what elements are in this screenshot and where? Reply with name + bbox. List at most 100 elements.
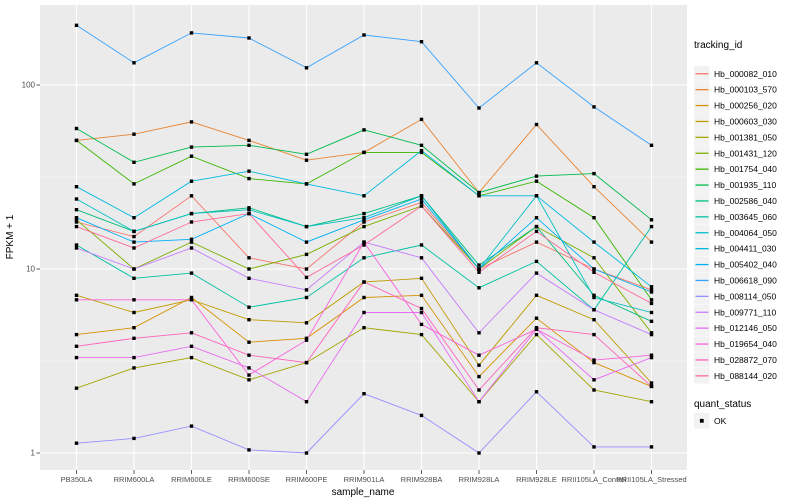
data-point [304,400,309,404]
legend-item-Hb_001935_110: Hb_001935_110 [694,177,777,193]
data-point [189,246,194,250]
data-point [247,169,251,173]
data-point [304,152,309,156]
data-point [592,445,596,449]
data-point [477,388,481,392]
data-point [649,445,654,449]
data-point [592,360,596,365]
data-point [419,293,424,297]
data-point [419,148,424,153]
data-point [649,353,654,357]
data-point [304,252,309,257]
data-point [592,378,596,382]
data-point [132,246,136,250]
data-point [247,353,251,357]
data-point [247,256,251,260]
legend-item-Hb_000082_010: Hb_000082_010 [694,66,777,82]
data-point [189,240,194,244]
data-point [189,331,194,335]
data-point [74,243,79,247]
y-tick-label: 1 [31,449,36,458]
legend-item-label: Hb_001381_050 [714,132,777,142]
data-point [419,150,424,155]
data-point [304,240,309,244]
legend-item-label: Hb_008114_050 [714,291,777,301]
data-point [132,61,136,65]
data-point [189,237,194,241]
y-tick-label: 100 [22,81,36,90]
legend-item-label: Hb_001935_110 [714,180,777,190]
axis-ticks: 1 10 100 PB350LA RRIM600LA RRIM600LE RRIM600SE… [22,81,687,484]
legend-item-Hb_001381_050: Hb_001381_050 [694,129,777,146]
data-point [534,174,539,178]
data-point [649,218,654,222]
data-point [534,332,539,337]
data-point [592,240,596,244]
legend-item-Hb_002586_040: Hb_002586_040 [694,193,777,209]
data-point [132,298,136,302]
data-point [592,105,596,109]
data-point [534,271,539,275]
data-point [362,216,366,220]
data-point [189,355,194,360]
data-point [534,224,539,229]
data-point [534,216,539,220]
data-point [592,332,596,337]
data-point [247,143,251,147]
data-point [74,218,79,222]
data-point [477,194,481,198]
data-point [592,185,596,189]
legend-item-label: Hb_028872_070 [714,355,777,365]
legend-item-label: Hb_088144_020 [714,371,777,381]
legend-item-quant-OK: OK [694,413,727,429]
data-point [419,194,424,198]
data-point [592,358,596,362]
data-point [477,353,481,357]
data-point [74,298,79,302]
data-point [247,305,251,309]
data-point [247,176,251,181]
legend-item-Hb_000103_570: Hb_000103_570 [694,81,777,98]
data-point [304,295,309,300]
data-point [74,197,79,201]
data-point [534,316,539,320]
data-point [304,224,309,229]
data-point [74,216,79,220]
data-point [247,206,251,210]
data-points [74,23,654,455]
data-point [649,319,654,323]
legend-item-Hb_028872_070: Hb_028872_070 [694,352,777,368]
data-point [419,256,424,260]
data-point [477,374,481,379]
data-point [649,298,654,302]
data-point [304,336,309,340]
data-point [592,267,596,271]
data-point [649,288,654,292]
legend-item-label: Hb_006618_090 [714,276,777,286]
data-point [592,308,596,312]
data-point [247,366,251,370]
data-point [362,295,366,300]
data-point [534,61,539,65]
data-point [189,298,194,302]
legend-item-label: Hb_004411_030 [714,244,777,254]
data-point [534,326,539,330]
data-point [477,190,481,195]
data-point [247,36,251,40]
data-point [649,332,654,337]
data-point [419,413,424,418]
data-point [304,158,309,162]
data-point [132,326,136,330]
x-tick-label: RRIM600SE [228,475,270,484]
data-point [189,295,194,300]
data-point [419,200,424,205]
data-point [362,392,366,396]
x-tick-label: RRIM600PE [286,475,328,484]
data-point [74,441,79,445]
data-point [362,243,366,247]
data-point [304,451,309,455]
data-point [189,154,194,158]
data-point [362,211,366,216]
data-point [649,240,654,244]
